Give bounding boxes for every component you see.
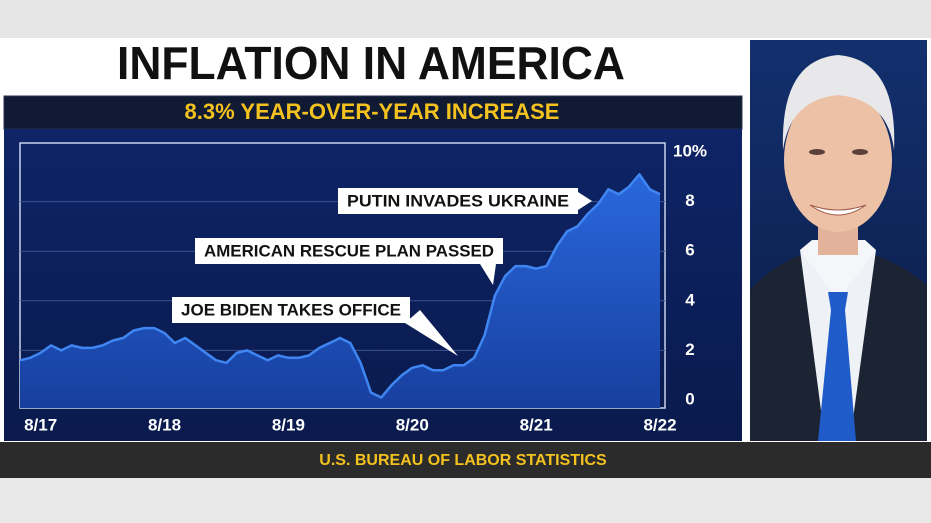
callout-box <box>172 297 410 323</box>
face <box>784 88 892 232</box>
eye <box>852 149 868 155</box>
annotation: PUTIN INVADES UKRAINE <box>347 191 569 210</box>
line <box>19 173 661 399</box>
x-tick-label: 8/17 <box>24 415 57 434</box>
subtitle: 8.3% YEAR-OVER-YEAR INCREASE <box>185 99 560 124</box>
tie <box>818 292 856 441</box>
smile <box>809 204 867 216</box>
source: U.S. BUREAU OF LABOR STATISTICS <box>319 452 607 469</box>
y-tick-label: 8 <box>685 191 694 210</box>
eye <box>809 149 825 155</box>
shirt <box>800 240 876 330</box>
y-tick-label: 6 <box>685 241 694 260</box>
callout-pointer <box>578 192 592 210</box>
subtitle-bar <box>3 95 743 130</box>
area <box>20 174 660 408</box>
y-tick-label: 2 <box>685 340 694 359</box>
y-tick-label: 10% <box>673 141 707 160</box>
portrait <box>750 40 927 441</box>
x-tick-label: 8/21 <box>520 415 553 434</box>
callout-box <box>338 188 578 214</box>
y-tick-label: 0 <box>685 389 694 408</box>
top-band <box>0 0 931 38</box>
hair <box>782 55 895 150</box>
callout-box <box>195 238 503 264</box>
x-tick-label: 8/20 <box>396 415 429 434</box>
source-bar <box>0 442 931 478</box>
callout-pointer <box>480 264 496 285</box>
x-tick-label: 8/18 <box>148 415 181 434</box>
x-tick-label: 8/22 <box>643 415 676 434</box>
annotation: JOE BIDEN TAKES OFFICE <box>181 300 401 319</box>
title: INFLATION IN AMERICA <box>117 37 625 89</box>
plot: 0 2 4 6 8 10% 8/17 8/18 8/19 8/20 8/21 8/22 PUTIN IN… <box>19 141 707 434</box>
bottom-band <box>0 478 931 523</box>
annotation: AMERICAN RESCUE PLAN PASSED <box>204 241 494 260</box>
callout-pointer <box>405 310 458 356</box>
x-tick-label: 8/19 <box>272 415 305 434</box>
y-tick-label: 4 <box>685 290 695 309</box>
